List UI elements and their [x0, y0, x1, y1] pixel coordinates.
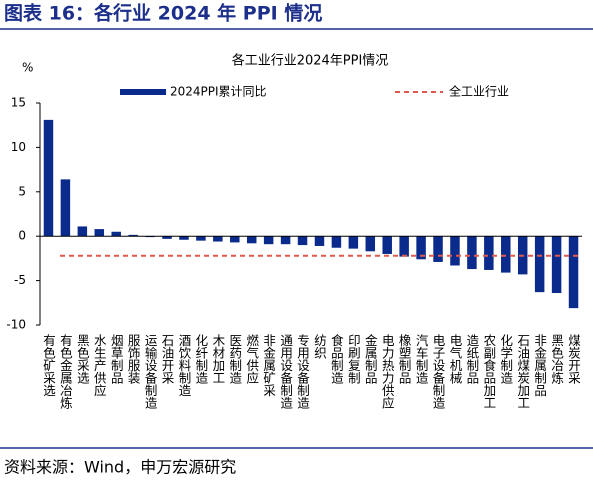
bar: [213, 236, 223, 242]
x-tick-label: 通用设备制造: [278, 334, 293, 409]
x-tick-label: 医药制造: [227, 334, 242, 384]
x-tick-label: 专用设备制造: [295, 333, 310, 409]
bar: [111, 231, 121, 237]
bar: [467, 236, 477, 270]
legend-label: 2024PPI累计同比: [170, 85, 267, 99]
bar: [365, 236, 376, 252]
bar: [94, 229, 105, 237]
bar: [60, 179, 71, 237]
x-tick-label: 酒饮料制造: [176, 334, 191, 397]
x-tick-label: 烟草制品: [109, 334, 124, 384]
x-tick-label: 造纸制品: [464, 334, 479, 384]
x-tick-label: 电子设备制造: [431, 334, 446, 409]
x-tick-label: 黑色采选: [75, 334, 90, 385]
x-tick-label: 化纤制造: [193, 334, 208, 384]
x-tick-label: 有色矿采选: [41, 334, 56, 397]
x-tick-label: 石油开采: [160, 334, 175, 384]
header-title: 图表 16：各行业 2024 年 PPI 情况: [4, 2, 322, 25]
bar: [433, 236, 443, 262]
bar: [314, 236, 325, 246]
y-tick-label: 15: [11, 96, 26, 110]
x-tick-label: 食品制造: [329, 333, 344, 384]
x-tick-label: 电气机械: [447, 334, 462, 384]
bar: [162, 236, 172, 239]
bar: [246, 236, 257, 244]
x-tick-label: 非金属矿采: [261, 334, 276, 397]
x-tick-label: 水生产供应: [92, 334, 107, 397]
bar: [280, 236, 291, 245]
x-tick-label: 纺织: [312, 334, 327, 359]
x-tick-label: 电力热力供应: [380, 334, 395, 409]
chart-title: 各工业行业2024年PPI情况: [232, 53, 389, 69]
x-tick-label: 有色金属冶炼: [58, 334, 73, 410]
bar: [568, 236, 579, 309]
x-tick-label: 石油煤炭加工: [515, 334, 530, 409]
bar: [179, 236, 189, 240]
x-tick-label: 印刷复制: [346, 334, 361, 384]
y-tick-label: 0: [18, 229, 26, 243]
x-tick-label: 橡塑制品: [397, 334, 412, 384]
bar: [263, 236, 274, 245]
x-tick-label: 煤炭开采: [566, 334, 581, 384]
x-tick-label: 农副食品加工: [481, 334, 496, 409]
bar: [501, 236, 511, 273]
x-tick-label: 化学制造: [498, 334, 513, 384]
bar: [484, 236, 494, 270]
x-tick-label: 木材加工: [210, 334, 225, 384]
legend-label: 全工业行业: [449, 84, 509, 99]
x-tick-label: 燃气供应: [244, 333, 259, 384]
x-tick-label: 汽车制造: [414, 333, 429, 384]
x-tick-label: 黑色冶炼: [549, 334, 564, 385]
bar: [331, 236, 342, 248]
x-tick-label: 运输设备制造: [143, 334, 158, 409]
y-tick-label: 5: [18, 184, 26, 198]
y-axis-label: %: [22, 61, 33, 75]
bar: [416, 236, 426, 260]
bar: [348, 236, 359, 249]
x-tick-label: 金属制品: [363, 333, 378, 384]
bar: [534, 236, 545, 293]
x-tick-label: 服饰服装: [126, 334, 141, 385]
bar: [128, 234, 138, 237]
legend-swatch: [120, 89, 166, 95]
y-tick-label: 10: [11, 140, 26, 154]
bar: [196, 236, 206, 241]
x-tick-label: 非金属制品: [532, 334, 547, 397]
source: 资料来源：Wind，申万宏源研究: [4, 458, 236, 477]
y-tick-label: -5: [14, 273, 26, 287]
bar: [551, 236, 562, 294]
bar: [297, 236, 308, 246]
bar: [450, 236, 460, 266]
bar: [77, 226, 88, 237]
y-tick-label: -10: [6, 318, 26, 332]
bar: [43, 119, 54, 237]
bar: [399, 236, 409, 257]
bar: [382, 236, 392, 254]
bar: [230, 236, 240, 243]
